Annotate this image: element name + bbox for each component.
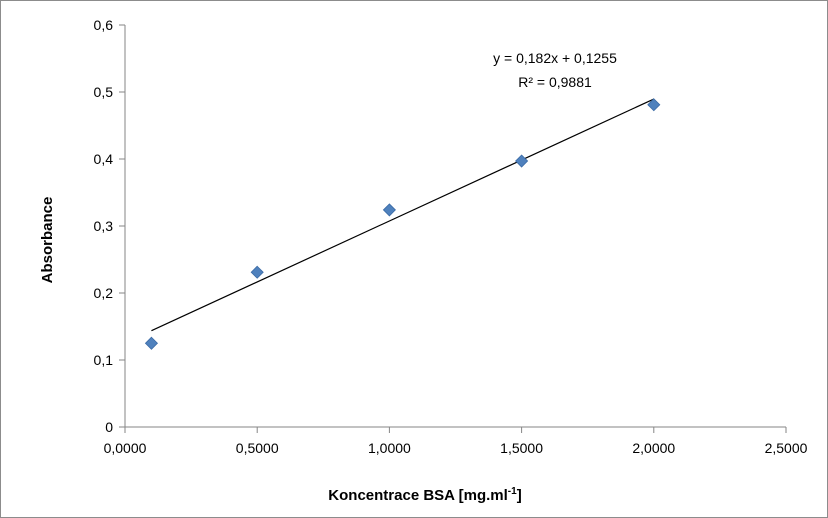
x-tick-label: 2,0000 <box>632 440 675 456</box>
y-axis-title: Absorbance <box>39 197 56 284</box>
r-squared-label: R² = 0,9881 <box>518 74 592 90</box>
trendline-equation: y = 0,182x + 0,1255 <box>493 50 617 66</box>
x-tick-label: 1,0000 <box>368 440 411 456</box>
data-points <box>144 98 661 350</box>
x-axis-title: Koncentrace BSA [mg.ml-1] <box>328 486 521 504</box>
y-tick-label: 0,3 <box>94 218 114 234</box>
trendline-group <box>151 98 655 332</box>
trendline <box>151 98 655 332</box>
axes <box>124 25 786 428</box>
x-tick-label: 2,5000 <box>765 440 808 456</box>
y-tick-label: 0,6 <box>94 17 114 33</box>
y-tick-label: 0,1 <box>94 352 114 368</box>
y-tick-label: 0,5 <box>94 84 114 100</box>
y-tick-label: 0,4 <box>94 151 114 167</box>
y-tick-label: 0,2 <box>94 285 114 301</box>
x-axis-title-end: ] <box>517 487 522 504</box>
x-tick-label: 1,5000 <box>500 440 543 456</box>
data-point <box>144 336 159 350</box>
x-axis-ticks: 0,0000 0,5000 1,0000 1,5000 2,0000 2,5000 <box>104 427 808 456</box>
data-point <box>515 154 529 168</box>
data-point <box>647 98 661 112</box>
x-tick-label: 0,0000 <box>104 440 147 456</box>
data-point <box>382 203 396 217</box>
x-tick-label: 0,5000 <box>236 440 279 456</box>
y-axis-ticks: 0 0,1 0,2 0,3 0,4 0,5 0,6 <box>94 17 125 435</box>
x-axis-title-main: Koncentrace BSA [mg.ml <box>328 487 507 504</box>
y-tick-label: 0 <box>105 419 113 435</box>
data-point <box>250 265 264 279</box>
x-axis-title-superscript: -1 <box>508 486 517 497</box>
